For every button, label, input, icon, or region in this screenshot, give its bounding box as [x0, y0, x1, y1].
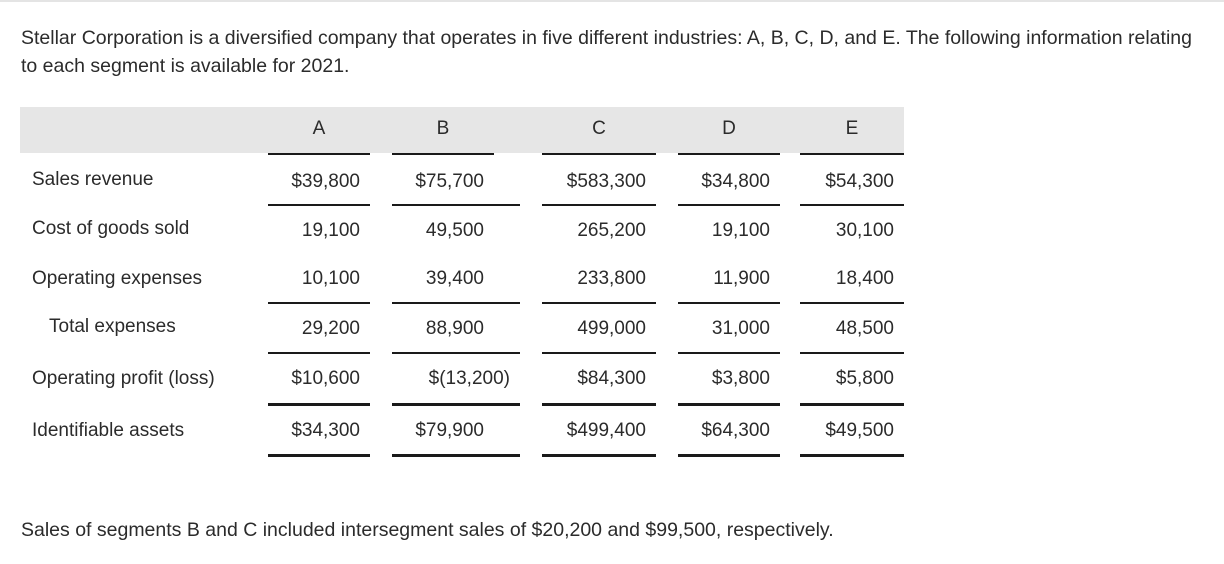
cell-opex-c: 233,800 — [577, 268, 646, 289]
cell-operating-profit-c: $84,300 — [577, 368, 646, 389]
row-label-identifiable-assets: Identifiable assets — [32, 420, 185, 441]
header-underline-b — [392, 153, 494, 155]
rule-identifiable-assets-b — [392, 454, 520, 457]
column-header-d: D — [722, 118, 736, 139]
cell-sales-revenue-a: $39,800 — [291, 171, 360, 192]
rule-identifiable-assets-c — [542, 454, 656, 457]
rule-identifiable-assets-a — [268, 454, 370, 457]
rule-opex-e — [800, 302, 904, 304]
column-header-c: C — [592, 118, 606, 139]
cell-opex-a: 10,100 — [301, 268, 360, 289]
cell-operating-profit-e: $5,800 — [835, 368, 894, 389]
cell-sales-revenue-e: $54,300 — [825, 171, 894, 192]
row-label-sales-revenue: Sales revenue — [32, 169, 154, 190]
rule-operating-profit-b — [392, 403, 520, 406]
row-label-cost-of-goods-sold: Cost of goods sold — [32, 218, 190, 239]
cell-cogs-a: 19,100 — [301, 220, 360, 241]
table-header-band — [20, 107, 904, 153]
cell-total-expenses-d: 31,000 — [711, 318, 770, 339]
cell-opex-e: 18,400 — [835, 268, 894, 289]
rule-opex-a — [268, 302, 370, 304]
cell-identifiable-assets-b: $79,900 — [415, 420, 484, 441]
cell-cogs-c: 265,200 — [577, 220, 646, 241]
cell-identifiable-assets-d: $64,300 — [701, 420, 770, 441]
rule-total-expenses-b — [392, 352, 520, 354]
column-header-b: B — [436, 118, 450, 139]
rule-sales-revenue-d — [678, 204, 780, 206]
cell-sales-revenue-d: $34,800 — [701, 171, 770, 192]
rule-opex-b — [392, 302, 520, 304]
intro-paragraph: Stellar Corporation is a diversified com… — [21, 27, 1192, 77]
header-underline-c — [542, 153, 656, 155]
cell-cogs-e: 30,100 — [835, 220, 894, 241]
cell-sales-revenue-c: $583,300 — [566, 171, 646, 192]
row-label-operating-expenses: Operating expenses — [32, 268, 203, 289]
cell-total-expenses-b: 88,900 — [425, 318, 484, 339]
cell-identifiable-assets-a: $34,300 — [291, 420, 360, 441]
rule-total-expenses-a — [268, 352, 370, 354]
cell-cogs-b: 49,500 — [425, 220, 484, 241]
cell-identifiable-assets-e: $49,500 — [825, 420, 894, 441]
cell-opex-d: 11,900 — [713, 268, 770, 289]
column-header-a: A — [312, 118, 326, 139]
cell-total-expenses-a: 29,200 — [301, 318, 360, 339]
rule-sales-revenue-b — [392, 204, 520, 206]
rule-identifiable-assets-e — [800, 454, 904, 457]
rule-sales-revenue-e — [800, 204, 904, 206]
cell-cogs-d: 19,100 — [711, 220, 770, 241]
cell-operating-profit-d: $3,800 — [711, 368, 770, 389]
cell-total-expenses-c: 499,000 — [577, 318, 646, 339]
rule-identifiable-assets-d — [678, 454, 780, 457]
top-divider — [0, 0, 1224, 2]
cell-operating-profit-a: $10,600 — [291, 368, 360, 389]
rule-total-expenses-e — [800, 352, 904, 354]
cell-operating-profit-b: $(13,200) — [428, 368, 510, 389]
header-underline-a — [268, 153, 370, 155]
cell-total-expenses-e: 48,500 — [835, 318, 894, 339]
rule-opex-c — [542, 302, 656, 304]
row-label-operating-profit: Operating profit (loss) — [32, 368, 215, 389]
row-label-total-expenses: Total expenses — [49, 316, 176, 337]
rule-total-expenses-c — [542, 352, 656, 354]
rule-operating-profit-c — [542, 403, 656, 406]
header-underline-d — [678, 153, 780, 155]
rule-total-expenses-d — [678, 352, 780, 354]
footnote-paragraph: Sales of segments B and C included inter… — [21, 519, 834, 541]
cell-identifiable-assets-c: $499,400 — [566, 420, 646, 441]
rule-operating-profit-e — [800, 403, 904, 406]
rule-sales-revenue-a — [268, 204, 370, 206]
rule-operating-profit-a — [268, 403, 370, 406]
rule-operating-profit-d — [678, 403, 780, 406]
column-header-e: E — [845, 118, 859, 139]
rule-sales-revenue-c — [542, 204, 656, 206]
header-underline-e — [800, 153, 904, 155]
cell-sales-revenue-b: $75,700 — [415, 171, 484, 192]
rule-opex-d — [678, 302, 780, 304]
cell-opex-b: 39,400 — [425, 268, 484, 289]
